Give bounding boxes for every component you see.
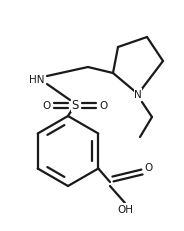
Text: O: O: [42, 100, 50, 110]
Text: N: N: [134, 90, 142, 100]
Text: O: O: [100, 100, 108, 110]
Text: HN: HN: [29, 75, 45, 85]
Text: S: S: [71, 99, 79, 112]
Text: O: O: [145, 162, 153, 172]
Text: OH: OH: [117, 204, 133, 214]
